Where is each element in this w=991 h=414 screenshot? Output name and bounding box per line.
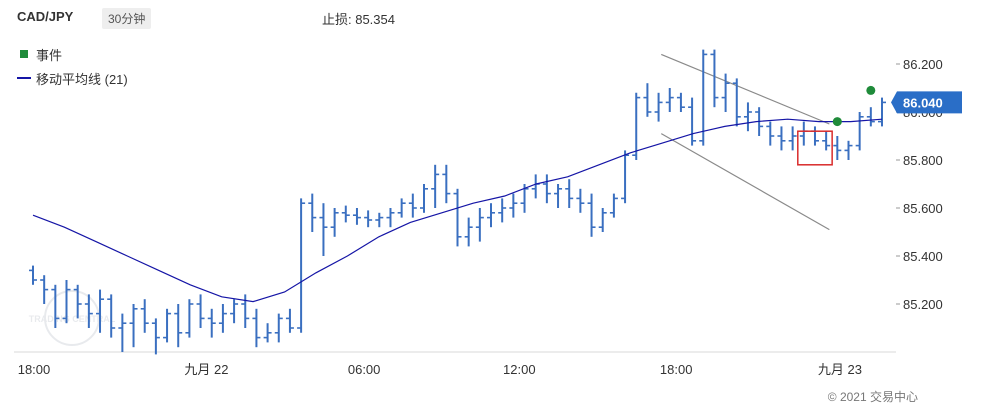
legend: 事件 移动平均线 (21): [17, 42, 128, 90]
moving-average-line: [32, 118, 883, 303]
channel-upper-line: [661, 53, 830, 125]
stop-loss-label: 止损: 85.354: [322, 12, 395, 27]
x-tick-label: 06:00: [348, 362, 381, 377]
legend-ma: 移动平均线 (21): [17, 66, 128, 90]
x-tick-label: 18:00: [18, 362, 51, 377]
x-axis: 18:00 九月 22 06:00 12:00 18:00 九月 23: [18, 362, 862, 377]
timeframe-badge[interactable]: 30分钟: [102, 8, 152, 29]
y-tick-label: 85.400: [903, 249, 943, 264]
event-markers[interactable]: [832, 85, 876, 127]
copyright-text: © 2021 交易中心: [827, 390, 918, 404]
x-tick-label: 九月 22: [184, 362, 228, 377]
x-tick-label: 12:00: [503, 362, 536, 377]
price-tag-box: [891, 91, 962, 114]
watermark-text: TRADING CENTRAL: [29, 314, 116, 324]
highlight-box: [797, 130, 833, 166]
current-price-tag: 86.040: [891, 91, 962, 114]
symbol-label: CAD/JPY: [17, 9, 74, 24]
channel-lower-line: [660, 133, 830, 231]
ohlc-bars: [29, 49, 886, 355]
event-marker-icon: [20, 50, 28, 58]
legend-event-label: 事件: [36, 47, 63, 63]
event-marker[interactable]: [832, 117, 842, 127]
watermark-logo: TRADING CENTRAL: [29, 290, 116, 346]
trend-channel: [660, 53, 830, 231]
x-tick-label: 九月 23: [818, 362, 862, 377]
x-tick-label: 18:00: [660, 362, 693, 377]
legend-event: 事件: [17, 42, 128, 66]
legend-ma-label: 移动平均线 (21): [36, 71, 128, 87]
ma-line-icon: [17, 77, 31, 79]
y-tick-label: 85.800: [903, 153, 943, 168]
y-tick-label: 86.200: [903, 57, 943, 72]
y-tick-label: 85.600: [903, 201, 943, 216]
event-marker[interactable]: [866, 85, 876, 95]
price-tag-label: 86.040: [903, 95, 943, 110]
y-tick-label: 85.200: [903, 297, 943, 312]
